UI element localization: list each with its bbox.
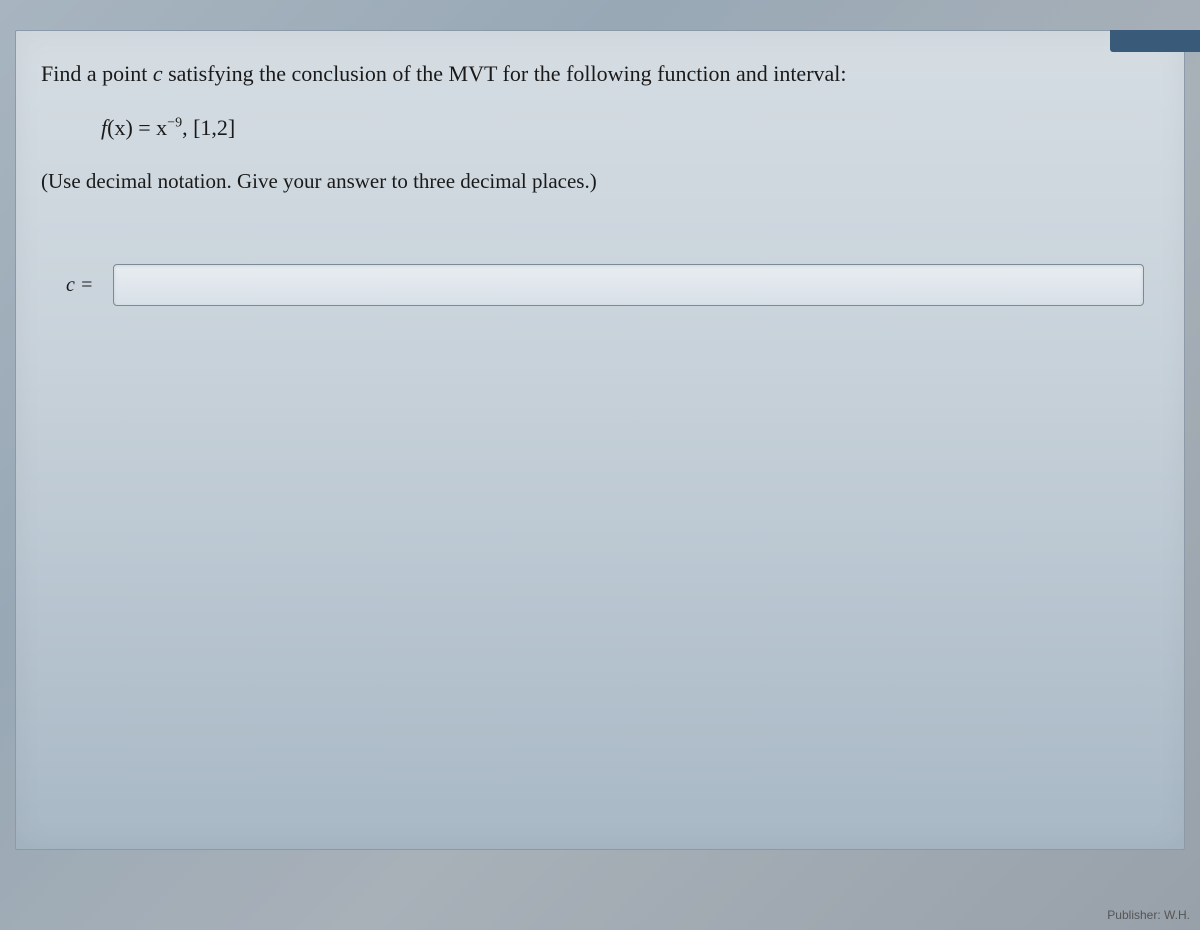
footer-publisher: Publisher: W.H. [1107, 908, 1190, 922]
variable-c: c [153, 61, 163, 86]
top-bar-accent [1110, 30, 1200, 52]
prompt-suffix: satisfying the conclusion of the MVT for… [163, 61, 847, 86]
problem-prompt: Find a point c satisfying the conclusion… [41, 61, 1159, 87]
function-interval: , [1,2] [182, 115, 235, 140]
answer-input[interactable] [113, 264, 1144, 306]
prompt-prefix: Find a point [41, 61, 153, 86]
answer-label: c = [66, 274, 93, 297]
answer-row: c = [41, 264, 1159, 306]
function-definition: f(x) = x−9, [1,2] [101, 115, 1159, 141]
function-arg: (x) = x [107, 115, 167, 140]
instruction-text: (Use decimal notation. Give your answer … [41, 169, 1159, 194]
problem-panel: Find a point c satisfying the conclusion… [15, 30, 1185, 850]
function-exponent: −9 [167, 116, 182, 131]
